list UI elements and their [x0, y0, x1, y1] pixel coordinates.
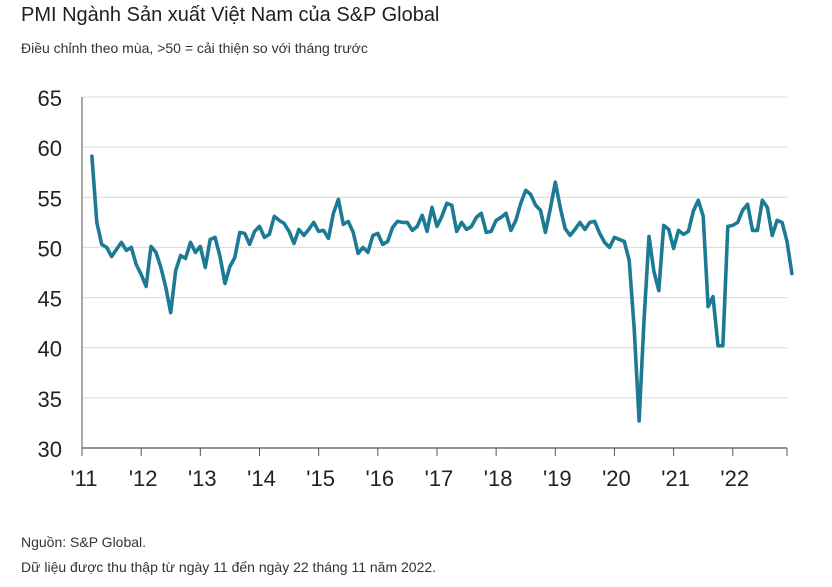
x-tick-label: '12	[129, 466, 158, 491]
data-collection-note: Dữ liệu được thu thập từ ngày 11 đến ngà…	[21, 559, 437, 575]
x-tick-label: '17	[425, 466, 454, 491]
y-tick-label: 55	[38, 186, 62, 211]
chart-subtitle: Điều chỉnh theo mùa, >50 = cải thiện so …	[21, 40, 368, 56]
series-line-pmi	[90, 154, 794, 423]
y-tick-label: 60	[38, 136, 62, 161]
x-tick-label: '16	[365, 466, 394, 491]
x-tick-label: '14	[247, 466, 276, 491]
x-tick-label: '15	[306, 466, 335, 491]
y-tick-label: 35	[38, 387, 62, 412]
x-tick-label: '20	[602, 466, 631, 491]
y-tick-label: 45	[38, 287, 62, 312]
y-tick-label: 50	[38, 236, 62, 261]
source-note: Nguồn: S&P Global.	[21, 534, 147, 550]
x-tick-label: '19	[543, 466, 572, 491]
chart-title: PMI Ngành Sản xuất Việt Nam của S&P Glob…	[21, 4, 440, 26]
y-tick-label: 40	[38, 337, 62, 362]
y-tick-label: 30	[38, 437, 62, 462]
x-tick-label: '18	[484, 466, 513, 491]
x-tick-label: '21	[661, 466, 690, 491]
x-tick-label: '22	[720, 466, 749, 491]
x-tick-label: '13	[188, 466, 217, 491]
x-tick-label: '11	[70, 466, 97, 491]
y-tick-label: 65	[38, 86, 62, 111]
